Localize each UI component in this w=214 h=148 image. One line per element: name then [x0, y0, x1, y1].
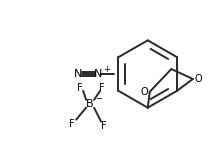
Text: N: N	[94, 69, 102, 79]
Text: O: O	[194, 74, 202, 84]
Text: B: B	[86, 99, 94, 109]
Text: N: N	[74, 69, 82, 79]
Text: F: F	[77, 83, 83, 93]
Text: +: +	[103, 65, 110, 74]
Text: F: F	[101, 120, 107, 131]
Text: F: F	[99, 83, 105, 93]
Text: F: F	[69, 119, 75, 128]
Text: O: O	[141, 87, 149, 97]
Text: −: −	[95, 94, 102, 103]
